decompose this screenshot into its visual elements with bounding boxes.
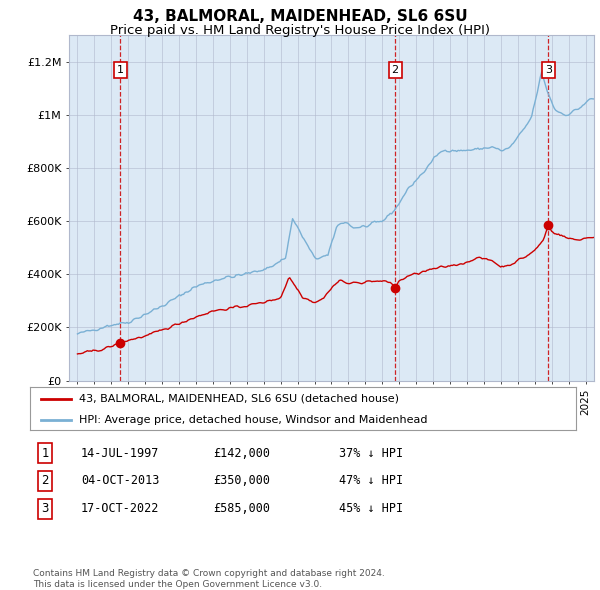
Text: 1: 1 — [41, 447, 49, 460]
Text: 43, BALMORAL, MAIDENHEAD, SL6 6SU (detached house): 43, BALMORAL, MAIDENHEAD, SL6 6SU (detac… — [79, 394, 399, 404]
Text: 1: 1 — [117, 65, 124, 75]
Text: 47% ↓ HPI: 47% ↓ HPI — [339, 474, 403, 487]
Text: 3: 3 — [545, 65, 552, 75]
Text: 3: 3 — [41, 502, 49, 515]
Text: 37% ↓ HPI: 37% ↓ HPI — [339, 447, 403, 460]
Text: 04-OCT-2013: 04-OCT-2013 — [81, 474, 160, 487]
Text: £142,000: £142,000 — [213, 447, 270, 460]
Text: 2: 2 — [392, 65, 399, 75]
Text: 43, BALMORAL, MAIDENHEAD, SL6 6SU: 43, BALMORAL, MAIDENHEAD, SL6 6SU — [133, 9, 467, 24]
Text: £350,000: £350,000 — [213, 474, 270, 487]
Text: 45% ↓ HPI: 45% ↓ HPI — [339, 502, 403, 515]
Text: £585,000: £585,000 — [213, 502, 270, 515]
Text: Contains HM Land Registry data © Crown copyright and database right 2024.
This d: Contains HM Land Registry data © Crown c… — [33, 569, 385, 589]
Text: 2: 2 — [41, 474, 49, 487]
Text: 17-OCT-2022: 17-OCT-2022 — [81, 502, 160, 515]
Text: Price paid vs. HM Land Registry's House Price Index (HPI): Price paid vs. HM Land Registry's House … — [110, 24, 490, 37]
Text: 14-JUL-1997: 14-JUL-1997 — [81, 447, 160, 460]
Text: HPI: Average price, detached house, Windsor and Maidenhead: HPI: Average price, detached house, Wind… — [79, 415, 428, 425]
